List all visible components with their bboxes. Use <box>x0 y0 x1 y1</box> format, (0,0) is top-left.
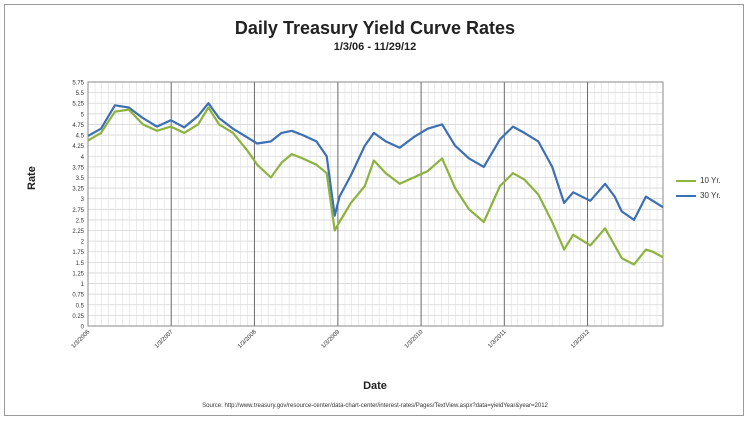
x-axis-label: Date <box>363 380 387 392</box>
legend-item-30yr: 30 Yr. <box>676 188 721 203</box>
y-tick-label: 1 <box>81 282 85 288</box>
legend-label-10yr: 10 Yr. <box>700 176 721 185</box>
y-tick-label: 2.5 <box>76 218 85 224</box>
legend: 10 Yr. 30 Yr. <box>676 173 721 203</box>
y-tick-label: 1.25 <box>72 271 84 277</box>
y-tick-label: 4.5 <box>76 134 85 140</box>
x-tick-label: 1/3/2010 <box>404 329 425 350</box>
y-tick-label: 0.25 <box>72 314 84 320</box>
y-tick-label: 0.75 <box>72 293 84 299</box>
x-tick-label: 1/3/2008 <box>237 329 258 350</box>
y-tick-label: 4 <box>81 155 85 161</box>
y-axis-label: Rate <box>26 166 38 190</box>
y-tick-label: 2.75 <box>72 208 84 214</box>
y-tick-label: 2 <box>81 240 85 246</box>
y-tick-label: 5.25 <box>72 102 84 108</box>
x-tick-label: 1/3/2009 <box>321 329 342 350</box>
series-line-30yr <box>87 102 664 221</box>
y-tick-label: 2.25 <box>72 229 84 235</box>
legend-item-10yr: 10 Yr. <box>676 173 721 188</box>
y-tick-label: 4.75 <box>72 123 84 129</box>
chart-title: Daily Treasury Yield Curve Rates <box>234 18 516 38</box>
y-tick-label: 5.5 <box>76 91 85 97</box>
y-tick-label: 4.25 <box>72 144 84 150</box>
series-line-10yr <box>87 106 664 266</box>
x-tick-label: 1/3/2007 <box>154 329 175 350</box>
legend-label-30yr: 30 Yr. <box>700 191 721 200</box>
y-tick-label: 0 <box>81 325 85 331</box>
x-tick-label: 1/3/2012 <box>570 329 591 350</box>
y-tick-labels: 0 0.25 0.5 0.75 1 1.25 1.5 1.75 2 2.25 2.5 2.75 3 3.2… <box>72 81 84 331</box>
legend-swatch-10yr <box>676 179 696 182</box>
legend-swatch-30yr <box>676 194 696 197</box>
y-tick-label: 3 <box>81 197 85 203</box>
x-tick-label: 1/3/2011 <box>487 329 508 350</box>
y-tick-label: 3.75 <box>72 165 84 171</box>
grid <box>87 81 664 327</box>
plot-border <box>87 81 664 327</box>
chart-subtitle: 1/3/06 - 11/29/12 <box>333 41 417 53</box>
y-tick-label: 1.5 <box>76 261 85 267</box>
y-tick-label: 3.25 <box>72 187 84 193</box>
y-tick-label: 3.5 <box>76 176 85 182</box>
y-tick-label: 5.75 <box>72 81 84 87</box>
y-tick-label: 5 <box>81 112 85 118</box>
source-note: Source: http://www.treasury.gov/resource… <box>202 403 548 409</box>
x-tick-labels: 1/3/2006 1/3/2007 1/3/2008 1/3/2009 1/3/2010… <box>71 329 592 350</box>
series-lines <box>87 102 664 266</box>
y-tick-label: 0.5 <box>76 303 85 309</box>
x-tick-label: 1/3/2006 <box>71 329 92 350</box>
y-tick-label: 1.75 <box>72 250 84 256</box>
